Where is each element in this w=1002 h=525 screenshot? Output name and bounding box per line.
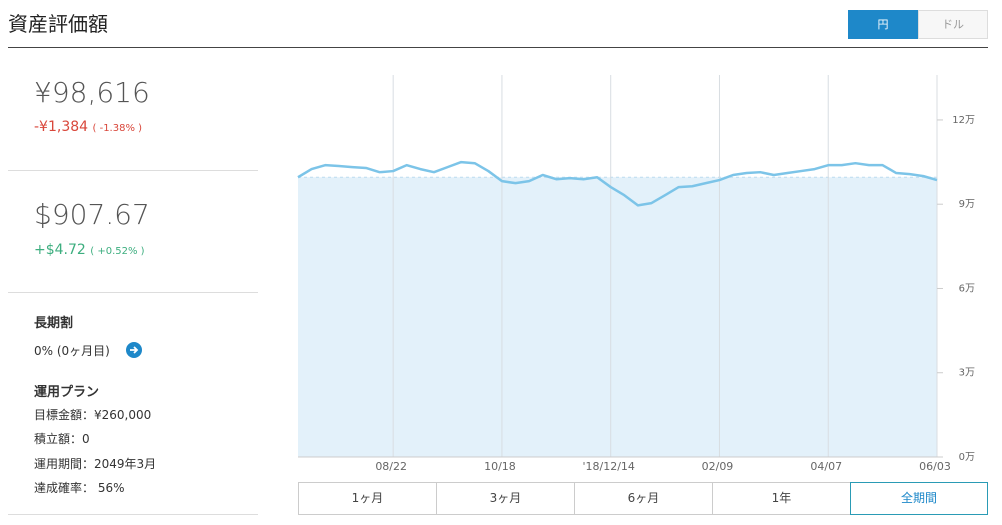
- period-button[interactable]: 1ヶ月: [298, 482, 437, 515]
- plan-item: 積立額：0: [34, 432, 90, 447]
- x-tick-label: 08/22: [375, 460, 407, 473]
- area-fill: [298, 177, 937, 457]
- divider: [8, 514, 258, 515]
- jpy-change-pct: ( -1.38% ): [92, 123, 143, 134]
- period-button[interactable]: 6ヶ月: [574, 482, 713, 515]
- x-tick-label: 10/18: [484, 460, 516, 473]
- y-tick-label: 3万: [959, 368, 975, 379]
- y-tick-label: 12万: [952, 115, 975, 126]
- y-tick-label: 0万: [959, 452, 975, 463]
- x-tick-label: 04/07: [810, 460, 842, 473]
- currency-button[interactable]: ドル: [918, 10, 988, 39]
- period-button[interactable]: 3ヶ月: [436, 482, 575, 515]
- plan-title: 運用プラン: [34, 385, 100, 400]
- y-tick-label: 9万: [959, 199, 975, 210]
- x-tick-label: '18/12/14: [582, 460, 634, 473]
- divider: [8, 170, 258, 171]
- divider: [8, 292, 258, 293]
- plan-item: 運用期間：2049年3月: [34, 456, 157, 471]
- usd-change: +$4.72 ( +0.52% ): [34, 242, 145, 258]
- chart: 08/22 10/18 '18/12/14 02/09 04/07 06/03 0万 3万 6万…: [297, 75, 975, 473]
- header-rule: [8, 47, 988, 48]
- usd-value: $907.67: [34, 198, 150, 231]
- page-title: 資産評価額: [8, 12, 108, 36]
- long-term-title: 長期割: [34, 316, 74, 331]
- jpy-value: ¥98,616: [34, 76, 150, 109]
- jpy-change: -¥1,384 ( -1.38% ): [34, 119, 142, 135]
- period-button[interactable]: 1年: [712, 482, 851, 515]
- y-tick-label: 6万: [959, 283, 975, 294]
- x-tick-label: 02/09: [702, 460, 734, 473]
- plan-item: 達成確率： 56%: [34, 480, 125, 495]
- arrow-icon[interactable]: [126, 342, 142, 358]
- long-term-text: 0% (0ヶ月目): [34, 344, 110, 358]
- period-button[interactable]: 全期間: [850, 482, 988, 515]
- jpy-change-amount: -¥1,384: [34, 119, 89, 135]
- x-tick-label: 06/03: [919, 460, 951, 473]
- usd-change-amount: +$4.72: [34, 242, 86, 258]
- plan-item: 目標金額：¥260,000: [34, 408, 152, 422]
- currency-button[interactable]: 円: [848, 10, 918, 39]
- usd-change-pct: ( +0.52% ): [90, 246, 145, 257]
- line: [297, 160, 938, 207]
